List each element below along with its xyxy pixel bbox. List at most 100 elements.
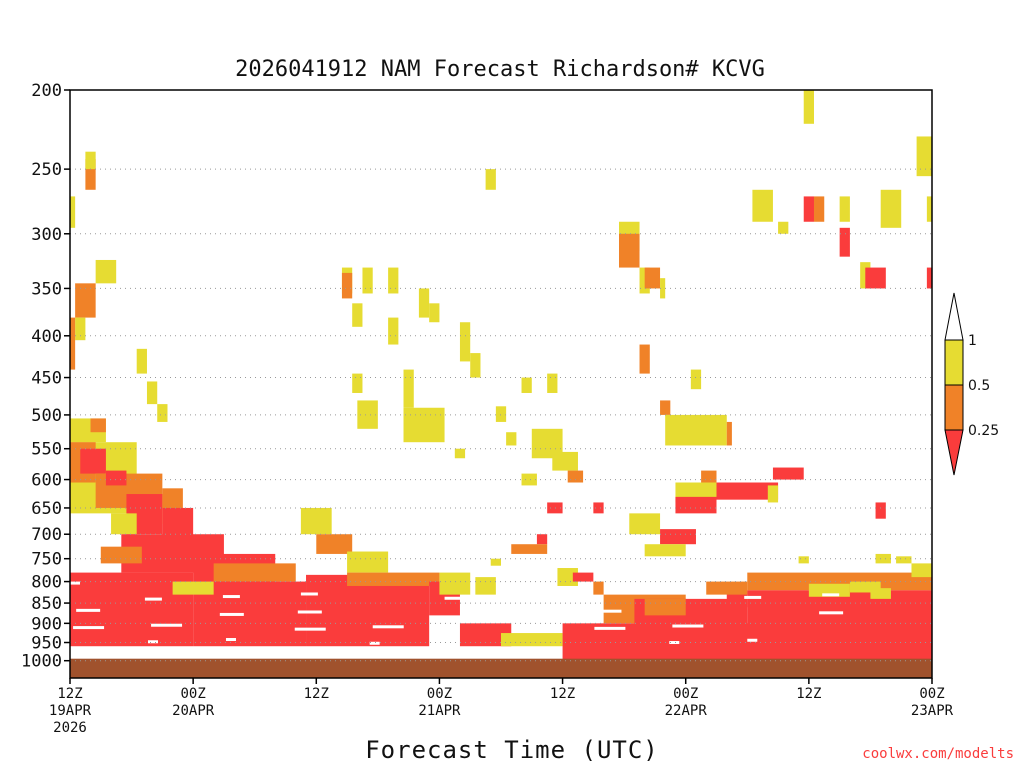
- gap-streak-3: [294, 627, 326, 631]
- ri-cell-46: [352, 373, 363, 393]
- ri-cell-76: [639, 267, 650, 294]
- ri-cell-43: [388, 267, 399, 294]
- legend-label-1: 0.5: [968, 378, 990, 394]
- gap-streak-12: [147, 640, 158, 644]
- ri-cell-101: [870, 588, 891, 599]
- ri-cell-44: [388, 317, 399, 345]
- xtick-label-0-2: 2026: [53, 720, 87, 736]
- ri-cell-45: [357, 400, 378, 429]
- gap-streak-4: [369, 641, 380, 645]
- ri-cell-49: [418, 288, 430, 318]
- ytick-label-500: 500: [31, 406, 62, 426]
- gap-streak-6: [519, 612, 544, 616]
- gap-streak-24: [225, 638, 236, 642]
- ri-cell-64: [511, 544, 548, 554]
- gap-streak-13: [222, 595, 240, 599]
- gap-streak-10: [819, 611, 844, 615]
- ri-cell-56: [521, 377, 532, 393]
- gap-streak-21: [822, 593, 840, 597]
- ri-cell-90: [644, 544, 686, 557]
- ri-cell-9: [157, 404, 168, 422]
- ytick-label-900: 900: [31, 614, 62, 634]
- gap-streak-14: [297, 610, 322, 614]
- xtick-label-6-0: 12Z: [796, 686, 821, 702]
- gap-streak-7: [594, 626, 626, 630]
- ri-cell-96: [798, 556, 809, 564]
- ytick-label-400: 400: [31, 327, 62, 347]
- credit-text[interactable]: coolwx.com/modelts: [862, 746, 1014, 762]
- ri-cell-68: [593, 502, 604, 514]
- ytick-label-450: 450: [31, 369, 62, 389]
- xtick-label-7-0: 00Z: [919, 686, 944, 702]
- ri-cell-31: [306, 574, 430, 647]
- gap-streak-17: [522, 594, 540, 598]
- ri-cell-81: [660, 400, 671, 415]
- ri-cell-2: [85, 151, 96, 170]
- legend-swatch-1: [944, 384, 964, 431]
- ytick-label-850: 850: [31, 594, 62, 614]
- ri-cell-102: [875, 502, 886, 519]
- chart-title: 2026041912 NAM Forecast Richardson# KCVG: [235, 57, 765, 82]
- ri-cell-100: [870, 598, 902, 624]
- gap-streak-2: [219, 612, 244, 616]
- y-axis: 200 250 300 350 400 450 500 550 600 650 700 750 8008…: [21, 81, 70, 672]
- ytick-label-300: 300: [31, 225, 62, 245]
- ri-cell-83: [726, 421, 732, 446]
- ytick-label-800: 800: [31, 573, 62, 593]
- ri-cell-27: [172, 581, 214, 595]
- ri-cell-89: [660, 529, 696, 545]
- ri-cell-35: [475, 577, 496, 595]
- ri-cell-52: [470, 353, 481, 378]
- ri-cell-94: [747, 590, 932, 647]
- ytick-label-750: 750: [31, 550, 62, 570]
- xtick-label-5-1: 22APR: [665, 703, 708, 719]
- ri-cell-117: [706, 581, 748, 595]
- ri-cell-14: [80, 448, 106, 474]
- ri-cell-4: [75, 283, 96, 318]
- legend-swatch-0: [944, 339, 964, 386]
- ri-cell-77: [644, 267, 661, 289]
- gap-streak-16: [447, 639, 458, 643]
- legend-label-2: 0.25: [968, 423, 999, 439]
- ri-cell-73: [644, 598, 686, 616]
- xtick-label-3-0: 00Z: [427, 686, 452, 702]
- plot-frame: [69, 89, 933, 679]
- gap-streak-9: [744, 595, 762, 599]
- ri-cell-6: [70, 317, 76, 370]
- ri-cell-80: [690, 369, 702, 390]
- ri-cell-7: [136, 348, 147, 374]
- ri-cell-5: [75, 317, 86, 341]
- ri-cell-20: [111, 513, 137, 535]
- ri-cell-84: [701, 470, 717, 483]
- ri-cell-88: [629, 513, 661, 535]
- ri-cell-22: [100, 546, 142, 564]
- ri-cell-41: [352, 303, 363, 327]
- ri-cell-63: [536, 534, 548, 545]
- gap-streak-5: [444, 596, 462, 600]
- ri-cell-87: [716, 482, 779, 500]
- ri-cell-107: [803, 196, 814, 222]
- x-axis-label: Forecast Time (UTC): [365, 736, 659, 764]
- ri-cell-111: [926, 196, 932, 222]
- gap-streak-0: [70, 581, 80, 585]
- ri-cell-75: [619, 233, 640, 268]
- ytick-label-250: 250: [31, 160, 62, 180]
- gap-streak-22: [76, 608, 101, 612]
- ri-cell-55: [495, 406, 507, 422]
- gap-streak-8: [669, 641, 680, 645]
- ytick-label-650: 650: [31, 499, 62, 519]
- ri-cell-57: [506, 432, 517, 446]
- ytick-label-600: 600: [31, 471, 62, 491]
- gap-streak-19: [672, 624, 704, 628]
- ri-cell-8: [146, 381, 158, 405]
- ri-cell-67: [547, 502, 563, 514]
- ytick-label-1000: 1000: [21, 652, 62, 672]
- ri-cell-98: [875, 553, 891, 564]
- ytick-label-700: 700: [31, 525, 62, 545]
- xtick-label-1-1: 20APR: [172, 703, 215, 719]
- ytick-label-350: 350: [31, 279, 62, 299]
- xtick-label-7-1: 23APR: [911, 703, 954, 719]
- ri-cell-38: [501, 633, 563, 647]
